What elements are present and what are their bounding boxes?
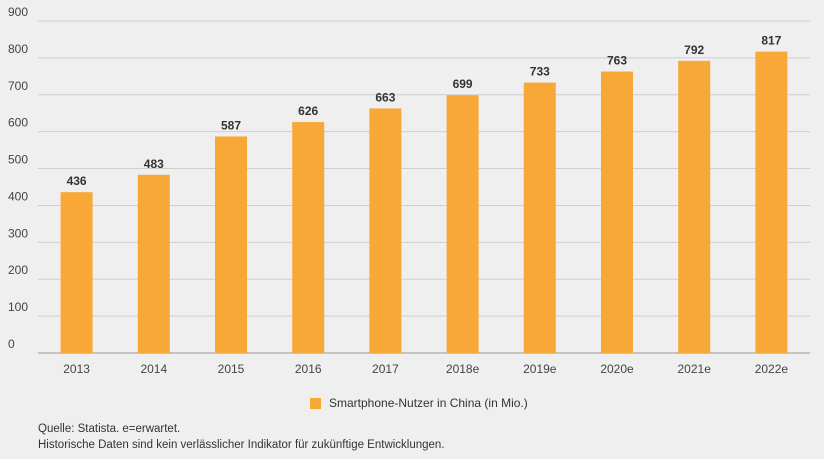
x-tick-label: 2021e [678,362,712,376]
x-tick-label: 2018e [446,362,480,376]
x-tick-label: 2013 [63,362,90,376]
y-tick-label: 300 [8,226,28,240]
y-tick-label: 200 [8,263,28,277]
y-tick-label: 800 [8,42,28,56]
bar [523,82,556,354]
bar [601,71,633,353]
y-tick-label: 900 [8,5,28,19]
y-tick-label: 100 [8,300,28,314]
legend: Smartphone-Nutzer in China (in Mio.) [310,396,528,410]
legend-swatch [310,397,321,409]
x-tick-label: 2014 [140,362,167,376]
x-tick-label: 2020e [600,362,634,376]
bar [60,192,93,353]
data-label: 733 [530,65,550,79]
disclaimer-note: Historische Daten sind kein verlässliche… [38,439,445,451]
source-note: Quelle: Statista. e=erwartet. [38,423,181,435]
data-label: 699 [453,77,473,91]
bar [678,60,711,354]
y-tick-label: 0 [8,337,15,351]
data-label: 483 [144,157,164,171]
y-tick-label: 500 [8,153,28,167]
y-tick-label: 700 [8,79,28,93]
x-tick-label: 2019e [523,362,557,376]
bar [755,51,788,354]
x-tick-label: 2015 [218,362,245,376]
footnotes: Quelle: Statista. e=erwartet. Historisch… [38,421,445,453]
data-label: 663 [375,90,395,104]
data-label: 626 [298,104,318,118]
bar [369,108,402,353]
x-tick-label: 2017 [372,362,399,376]
x-tick-label: 2016 [295,362,322,376]
y-tick-label: 600 [8,116,28,130]
y-tick-label: 400 [8,189,28,203]
data-label: 792 [684,43,704,57]
x-tick-label: 2022e [755,362,789,376]
bar [215,136,247,353]
data-label: 763 [607,54,627,68]
bar [137,174,170,353]
bar-chart: 0 100 200 300 400 500 600 700 800 900 436 2013 483 20… [8,5,810,376]
data-label: 587 [221,118,241,132]
bar [446,95,479,353]
data-label: 817 [761,34,781,48]
bar [292,122,325,353]
legend-label: Smartphone-Nutzer in China (in Mio.) [329,396,528,410]
data-label: 436 [67,174,87,188]
